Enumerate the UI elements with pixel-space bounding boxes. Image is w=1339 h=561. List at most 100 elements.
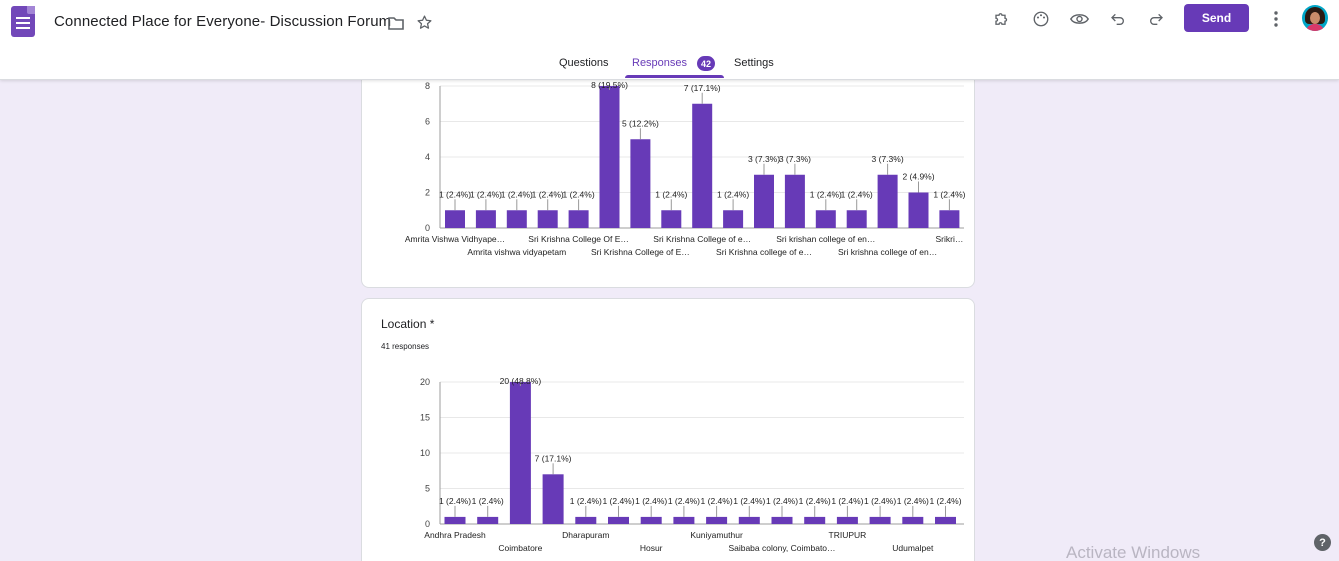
x-tick-label: Coimbatore xyxy=(498,543,542,553)
more-icon[interactable] xyxy=(1266,8,1286,30)
undo-icon[interactable] xyxy=(1107,8,1129,30)
bar[interactable] xyxy=(509,382,531,524)
data-label: 1 (2.4%) xyxy=(929,496,961,506)
y-tick-label: 2 xyxy=(425,188,430,198)
x-tick-label: Sri Krishna College of E… xyxy=(591,247,690,257)
bar[interactable] xyxy=(630,139,651,228)
x-tick-label: Udumalpet xyxy=(892,543,934,553)
bar[interactable] xyxy=(608,516,629,524)
data-label: 1 (2.4%) xyxy=(439,496,471,506)
folder-icon[interactable] xyxy=(386,13,406,33)
bar[interactable] xyxy=(723,210,744,228)
bar[interactable] xyxy=(784,174,805,228)
bar[interactable] xyxy=(836,516,858,524)
activate-windows-watermark: Activate Windows xyxy=(1066,543,1201,561)
data-label: 20 (48.8%) xyxy=(500,376,542,386)
help-button[interactable]: ? xyxy=(1314,534,1331,551)
preview-icon[interactable] xyxy=(1068,8,1090,30)
star-icon[interactable] xyxy=(414,12,434,32)
data-label: 1 (2.4%) xyxy=(799,496,831,506)
y-tick-label: 4 xyxy=(425,152,430,162)
bar[interactable] xyxy=(477,516,499,524)
y-tick-label: 20 xyxy=(420,377,430,387)
x-tick-label: Andhra Pradesh xyxy=(424,530,486,540)
data-label: 1 (2.4%) xyxy=(933,189,965,199)
bar[interactable] xyxy=(869,516,891,524)
bar[interactable] xyxy=(846,210,867,228)
data-label: 1 (2.4%) xyxy=(501,189,533,199)
data-label: 1 (2.4%) xyxy=(655,189,687,199)
bar[interactable] xyxy=(902,516,924,524)
bar[interactable] xyxy=(908,192,929,229)
bar[interactable] xyxy=(935,516,956,524)
palette-icon[interactable] xyxy=(1030,8,1052,30)
y-tick-label: 5 xyxy=(425,484,430,494)
data-label: 1 (2.4%) xyxy=(733,496,765,506)
data-label: 1 (2.4%) xyxy=(668,496,700,506)
y-tick-label: 0 xyxy=(425,519,430,529)
data-label: 3 (7.3%) xyxy=(779,154,811,164)
x-tick-label: Hosur xyxy=(640,543,663,553)
data-label: 1 (2.4%) xyxy=(766,496,798,506)
x-tick-label: Sri krishna college of en… xyxy=(838,247,937,257)
bar[interactable] xyxy=(692,103,713,228)
data-label: 1 (2.4%) xyxy=(439,189,471,199)
bar[interactable] xyxy=(506,210,527,228)
bar[interactable] xyxy=(599,86,620,228)
bar[interactable] xyxy=(877,174,898,228)
bar[interactable] xyxy=(444,516,466,524)
responses-count-badge: 42 xyxy=(697,56,715,71)
form-title[interactable]: Connected Place for Everyone- Discussion… xyxy=(54,13,392,30)
bar[interactable] xyxy=(640,516,662,524)
data-label: 1 (2.4%) xyxy=(570,496,602,506)
x-tick-label: Srikri… xyxy=(935,234,963,244)
y-tick-label: 10 xyxy=(420,448,430,458)
bar[interactable] xyxy=(754,174,774,228)
tab-settings[interactable]: Settings xyxy=(734,57,774,69)
bar[interactable] xyxy=(771,516,793,524)
send-button[interactable]: Send xyxy=(1184,4,1249,32)
data-label: 1 (2.4%) xyxy=(635,496,667,506)
data-label: 7 (17.1%) xyxy=(684,83,721,93)
data-label: 1 (2.4%) xyxy=(701,496,733,506)
bar[interactable] xyxy=(475,210,496,228)
google-forms-logo[interactable] xyxy=(11,6,35,37)
redo-icon[interactable] xyxy=(1145,8,1167,30)
bar[interactable] xyxy=(568,210,589,228)
response-count: 41 responses xyxy=(381,342,430,351)
tab-responses[interactable]: Responses xyxy=(632,57,688,69)
tab-questions[interactable]: Questions xyxy=(559,57,609,69)
bar[interactable] xyxy=(445,210,465,228)
data-label: 1 (2.4%) xyxy=(831,496,863,506)
bar[interactable] xyxy=(804,516,826,524)
bar[interactable] xyxy=(738,516,760,524)
x-tick-label: Sri Krishna College of e… xyxy=(653,234,751,244)
data-label: 1 (2.4%) xyxy=(470,189,502,199)
bar[interactable] xyxy=(542,474,564,524)
avatar[interactable] xyxy=(1302,5,1328,31)
bar[interactable] xyxy=(673,516,695,524)
y-tick-label: 6 xyxy=(425,117,430,127)
data-label: 1 (2.4%) xyxy=(602,496,634,506)
data-label: 8 (19.5%) xyxy=(591,80,628,90)
bar[interactable] xyxy=(939,210,960,228)
bar[interactable] xyxy=(815,210,836,228)
data-label: 1 (2.4%) xyxy=(864,496,896,506)
bar[interactable] xyxy=(661,210,682,228)
x-tick-label: Sri Krishna College Of E… xyxy=(528,234,629,244)
bar[interactable] xyxy=(706,516,728,524)
x-tick-label: TRIUPUR xyxy=(829,530,867,540)
bar[interactable] xyxy=(537,210,558,228)
x-tick-label: Amrita Vishwa Vidhyape… xyxy=(405,234,505,244)
question-title: Location * xyxy=(381,317,435,331)
x-tick-label: Dharapuram xyxy=(562,530,609,540)
addons-icon[interactable] xyxy=(991,8,1013,30)
active-tab-indicator xyxy=(625,75,724,78)
x-tick-label: Sri krishan college of en… xyxy=(776,234,875,244)
data-label: 1 (2.4%) xyxy=(717,189,749,199)
y-tick-label: 0 xyxy=(425,223,430,233)
bar[interactable] xyxy=(575,516,597,524)
x-tick-label: Sri Krishna college of e… xyxy=(716,247,812,257)
